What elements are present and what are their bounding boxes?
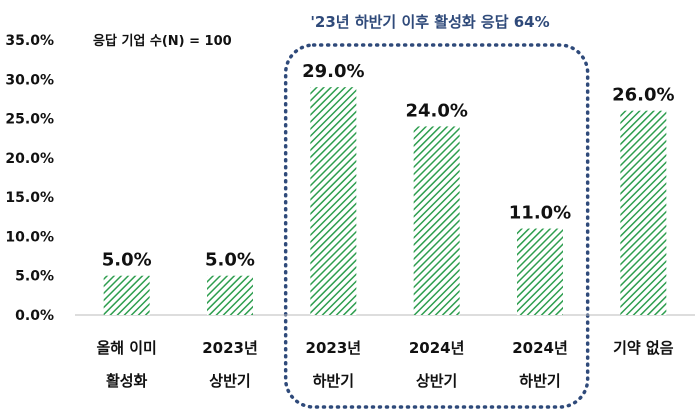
x-category-label: 상반기 — [209, 372, 250, 390]
y-tick-label: 30.0% — [5, 72, 54, 88]
sample-size-note: 응답 기업 수(N) = 100 — [93, 34, 232, 49]
bar — [103, 275, 150, 315]
highlight-box — [283, 43, 590, 409]
x-category-label: 2023년 — [202, 339, 258, 357]
x-category-label: 올해 이미 — [96, 339, 156, 357]
y-tick-label: 35.0% — [5, 33, 54, 49]
y-tick-label: 15.0% — [5, 190, 54, 206]
data-label: 5.0% — [205, 250, 255, 271]
x-category-label: 2023년 — [306, 339, 362, 357]
bar — [207, 275, 253, 315]
x-category-label: 하반기 — [313, 372, 354, 390]
x-category-label: 기약 없음 — [613, 339, 674, 357]
bar — [413, 126, 460, 315]
y-tick-label: 20.0% — [5, 151, 54, 167]
x-category-label: 상반기 — [416, 372, 457, 390]
data-label: 29.0% — [302, 61, 364, 82]
bar — [517, 228, 563, 315]
x-category-label: 2024년 — [409, 339, 465, 357]
y-tick-label: 25.0% — [5, 112, 54, 128]
data-label: 26.0% — [612, 85, 674, 106]
x-category-label: 2024년 — [512, 339, 568, 357]
y-tick-label: 0.0% — [15, 308, 54, 324]
x-category-label: 활성화 — [106, 372, 148, 390]
highlight-annotation: '23년 하반기 이후 활성화 응답 64% — [310, 13, 549, 31]
data-label: 11.0% — [509, 203, 571, 224]
x-category-label: 하반기 — [519, 372, 560, 390]
data-label: 5.0% — [102, 250, 152, 271]
bar — [310, 87, 357, 316]
y-tick-label: 5.0% — [15, 269, 54, 285]
bar — [620, 110, 667, 315]
data-label: 24.0% — [405, 100, 467, 121]
y-tick-label: 10.0% — [5, 229, 54, 245]
